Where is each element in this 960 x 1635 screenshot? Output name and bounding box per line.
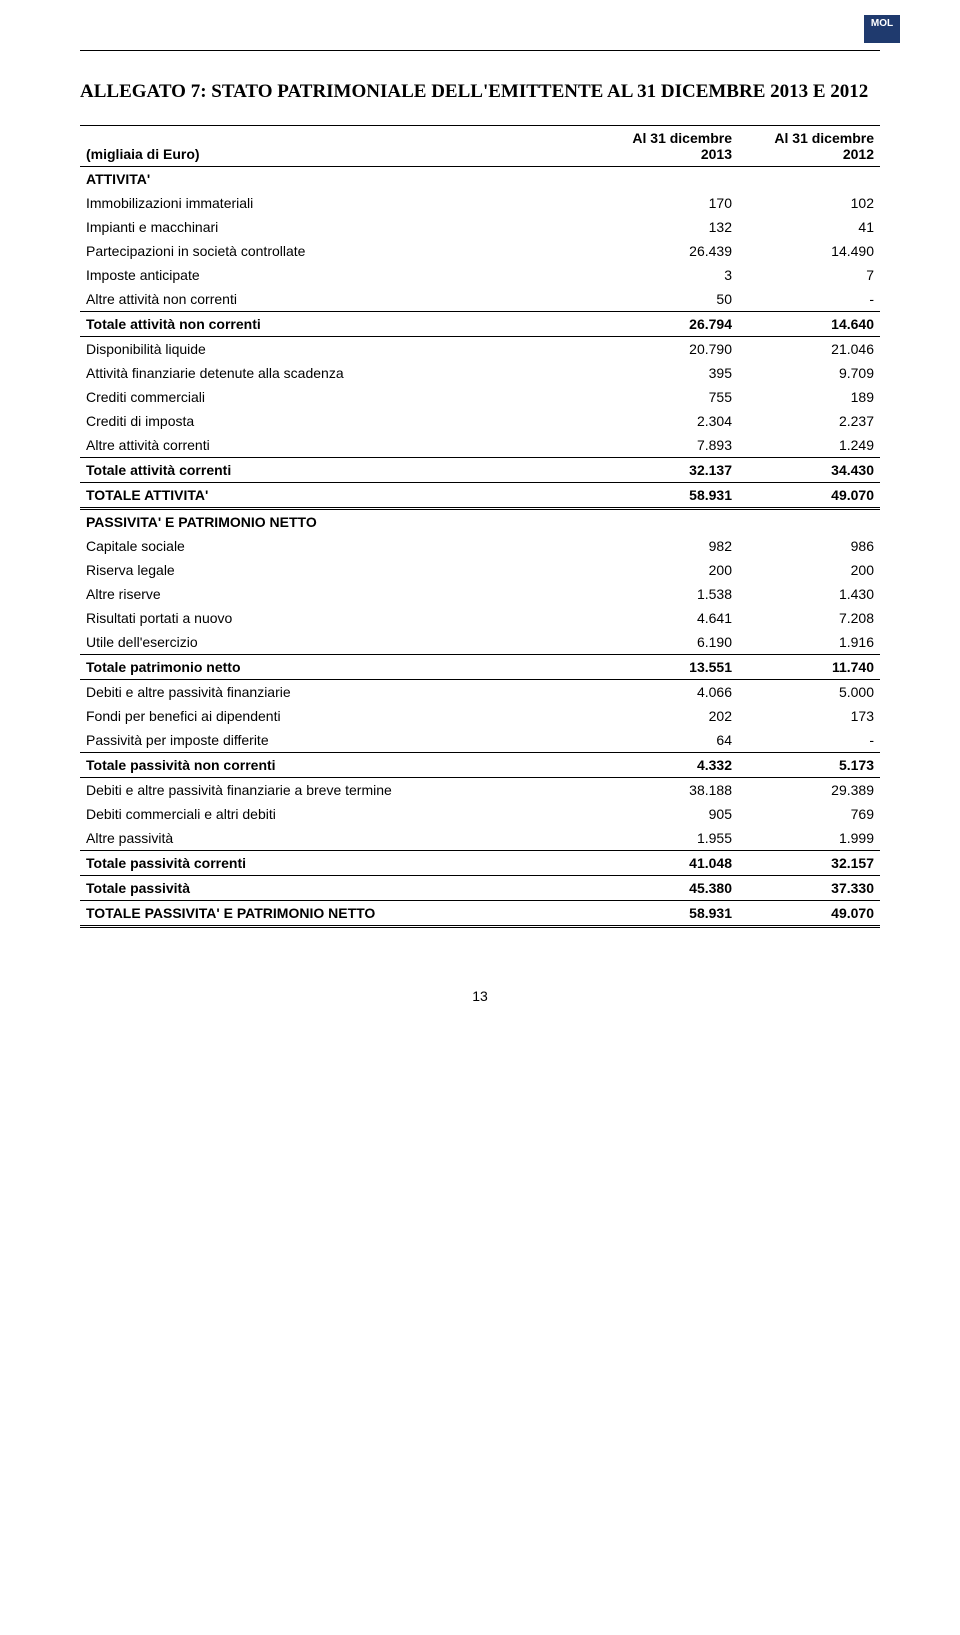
subtotal-row: Totale passività correnti41.04832.157: [80, 851, 880, 876]
brand-logo: MOL: [864, 15, 900, 43]
section-passivita: PASSIVITA' E PATRIMONIO NETTO: [80, 509, 880, 535]
table-row: Impianti e macchinari13241: [80, 215, 880, 239]
table-row: Risultati portati a nuovo4.6417.208: [80, 606, 880, 630]
top-rule: [80, 50, 880, 51]
table-row: Crediti commerciali755189: [80, 385, 880, 409]
table-row: Imposte anticipate37: [80, 263, 880, 287]
table-row: Capitale sociale982986: [80, 534, 880, 558]
table-row: Altre attività correnti7.8931.249: [80, 433, 880, 458]
subtotal-row: Totale passività45.38037.330: [80, 876, 880, 901]
table-row: Altre passività1.9551.999: [80, 826, 880, 851]
table-header-row: (migliaia di Euro) Al 31 dicembre2013 Al…: [80, 126, 880, 167]
table-row: Utile dell'esercizio6.1901.916: [80, 630, 880, 655]
header-col-2013: Al 31 dicembre2013: [596, 126, 738, 167]
page: MOL ALLEGATO 7: STATO PATRIMONIALE DELL'…: [0, 0, 960, 1044]
section-attivita-label: ATTIVITA': [80, 167, 596, 192]
table-row: Attività finanziarie detenute alla scade…: [80, 361, 880, 385]
subtotal-row: Totale passività non correnti4.3325.173: [80, 753, 880, 778]
section-attivita: ATTIVITA': [80, 167, 880, 192]
table-row: Immobilizazioni immateriali170102: [80, 191, 880, 215]
total-row: TOTALE PASSIVITA' E PATRIMONIO NETTO58.9…: [80, 901, 880, 927]
table-row: Fondi per benefici ai dipendenti202173: [80, 704, 880, 728]
table-row: Passività per imposte differite64-: [80, 728, 880, 753]
table-row: Altre riserve1.5381.430: [80, 582, 880, 606]
table-row: Disponibilità liquide20.79021.046: [80, 337, 880, 362]
table-row: Riserva legale200200: [80, 558, 880, 582]
subtotal-row: Totale attività non correnti26.79414.640: [80, 312, 880, 337]
table-row: Debiti e altre passività finanziarie4.06…: [80, 680, 880, 705]
table-row: Crediti di imposta2.3042.237: [80, 409, 880, 433]
page-number: 13: [80, 988, 880, 1004]
total-row: TOTALE ATTIVITA'58.93149.070: [80, 483, 880, 509]
subtotal-row: Totale patrimonio netto13.55111.740: [80, 655, 880, 680]
balance-sheet-table: (migliaia di Euro) Al 31 dicembre2013 Al…: [80, 125, 880, 928]
header-unit: (migliaia di Euro): [80, 126, 596, 167]
table-row: Altre attività non correnti50-: [80, 287, 880, 312]
subtotal-row: Totale attività correnti32.13734.430: [80, 458, 880, 483]
section-passivita-label: PASSIVITA' E PATRIMONIO NETTO: [80, 509, 596, 535]
table-row: Debiti e altre passività finanziarie a b…: [80, 778, 880, 803]
header-col-2012: Al 31 dicembre2012: [738, 126, 880, 167]
table-row: Debiti commerciali e altri debiti905769: [80, 802, 880, 826]
document-title: ALLEGATO 7: STATO PATRIMONIALE DELL'EMIT…: [80, 81, 880, 103]
table-row: Partecipazioni in società controllate26.…: [80, 239, 880, 263]
